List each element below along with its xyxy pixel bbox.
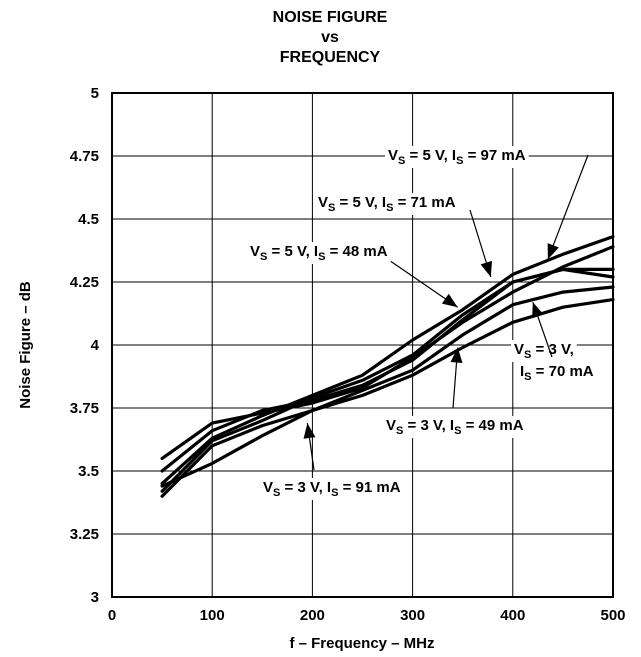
- annotation-background: [511, 340, 577, 362]
- annotation-label: VS = 5 V, IS = 48 mA: [250, 243, 388, 263]
- y-tick-label: 5: [91, 85, 99, 102]
- y-tick-label: 4.75: [70, 148, 99, 165]
- x-axis-label: f – Frequency – MHz: [289, 635, 434, 652]
- y-tick-labels: 3 3.25 3.5 3.75 4 4.25 4.5 4.75 5: [70, 85, 100, 606]
- annotation-layer: VS = 5 V, IS = 97 mA VS = 5 V, IS = 71 mA…: [247, 146, 597, 500]
- annotation-background: [385, 146, 529, 168]
- x-tick-label: 500: [600, 607, 625, 624]
- annotation-label: VS = 3 V,: [514, 341, 574, 361]
- annotation-leader: [382, 255, 459, 308]
- annotation-label: VS = 5 V, IS = 71 mA: [318, 194, 456, 214]
- series-line-6: [160, 245, 615, 460]
- title-line-1: NOISE FIGURE: [273, 9, 388, 26]
- chart-title: NOISE FIGURE vs FREQUENCY: [273, 9, 388, 66]
- annotation-leader: [547, 154, 589, 260]
- annotation-label: VS = 3 V, IS = 49 mA: [386, 417, 524, 437]
- annotation-arrowhead: [303, 423, 316, 439]
- x-tick-label: 0: [108, 607, 116, 624]
- annotation-label: VS = 5 V, IS = 97 mA: [388, 147, 526, 167]
- annotation-background: [383, 416, 527, 438]
- series-line-1: [160, 235, 615, 486]
- y-tick-label: 4.25: [70, 274, 99, 291]
- x-tick-label: 300: [400, 607, 425, 624]
- y-tick-label: 4.5: [78, 211, 99, 228]
- annotation-background: [260, 478, 404, 500]
- annotation-background: [517, 362, 597, 384]
- series-line-5: [160, 285, 615, 488]
- annotation-arrowhead: [441, 293, 458, 308]
- annotation-label: IS = 70 mA: [520, 363, 594, 383]
- title-line-3: FREQUENCY: [280, 49, 381, 66]
- y-axis-label: Noise Figure – dB: [17, 281, 34, 409]
- series-line-4: [160, 298, 615, 498]
- y-tick-label: 3.75: [70, 400, 99, 417]
- x-tick-label: 200: [300, 607, 325, 624]
- annotation-label: VS = 3 V, IS = 91 mA: [263, 479, 401, 499]
- annotation-arrowhead: [532, 302, 544, 319]
- annotation-background: [315, 193, 459, 215]
- x-tick-label: 400: [500, 607, 525, 624]
- annotation-arrowhead: [450, 347, 463, 363]
- x-tick-labels: 0 100 200 300 400 500: [108, 607, 626, 624]
- y-tick-label: 3.25: [70, 526, 99, 543]
- y-tick-label: 3.5: [78, 463, 99, 480]
- y-tick-label: 4: [91, 337, 100, 354]
- annotation-arrowhead: [480, 260, 493, 277]
- title-line-2: vs: [321, 29, 339, 46]
- annotation-background: [247, 242, 391, 264]
- annotation-arrowhead: [547, 243, 559, 260]
- x-tick-label: 100: [200, 607, 225, 624]
- plot-frame: [111, 92, 614, 598]
- y-tick-label: 3: [91, 589, 99, 606]
